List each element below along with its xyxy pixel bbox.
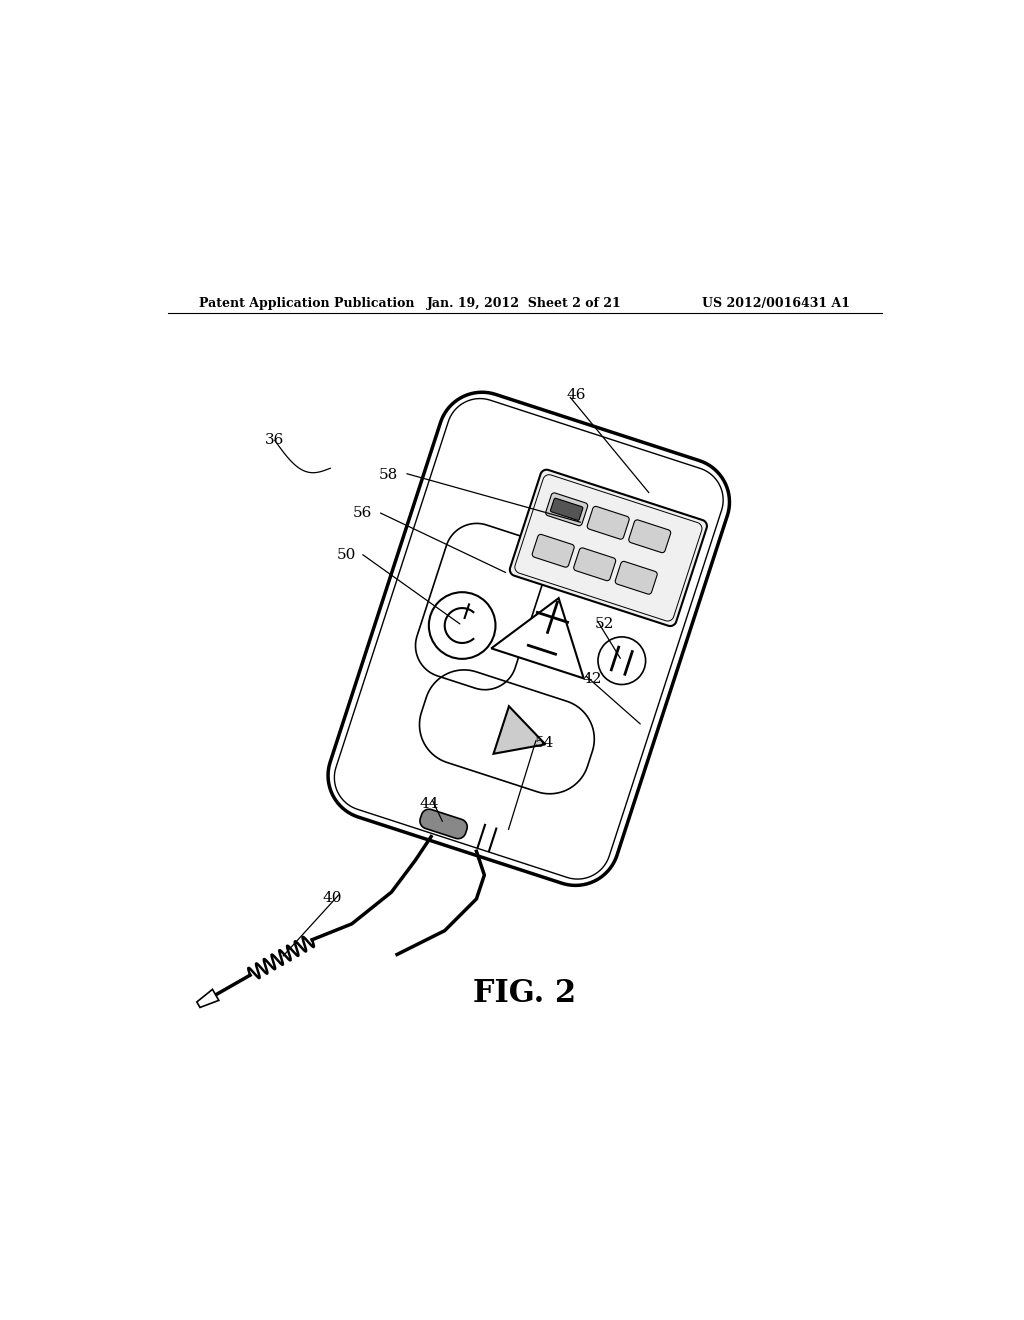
Polygon shape — [328, 392, 729, 886]
Text: Jan. 19, 2012  Sheet 2 of 21: Jan. 19, 2012 Sheet 2 of 21 — [427, 297, 623, 310]
Text: US 2012/0016431 A1: US 2012/0016431 A1 — [702, 297, 850, 310]
Text: 54: 54 — [535, 735, 554, 750]
Polygon shape — [615, 561, 657, 594]
Circle shape — [429, 593, 496, 659]
Text: 56: 56 — [352, 507, 372, 520]
Polygon shape — [420, 809, 467, 838]
Polygon shape — [573, 548, 615, 581]
Polygon shape — [510, 470, 707, 626]
Polygon shape — [492, 598, 584, 678]
Text: 36: 36 — [265, 433, 285, 447]
Polygon shape — [532, 535, 574, 568]
Polygon shape — [546, 492, 588, 525]
Text: 52: 52 — [595, 616, 613, 631]
Text: FIG. 2: FIG. 2 — [473, 978, 577, 1008]
Polygon shape — [587, 507, 629, 539]
Polygon shape — [629, 520, 671, 553]
Text: Patent Application Publication: Patent Application Publication — [200, 297, 415, 310]
Text: 46: 46 — [566, 388, 586, 403]
Polygon shape — [494, 706, 546, 754]
Text: 40: 40 — [323, 891, 342, 906]
Polygon shape — [551, 498, 583, 520]
Text: 44: 44 — [420, 797, 439, 810]
Text: 58: 58 — [379, 467, 398, 482]
Polygon shape — [197, 990, 219, 1007]
Text: 42: 42 — [583, 672, 602, 686]
Text: 50: 50 — [337, 548, 356, 562]
Circle shape — [598, 636, 645, 685]
